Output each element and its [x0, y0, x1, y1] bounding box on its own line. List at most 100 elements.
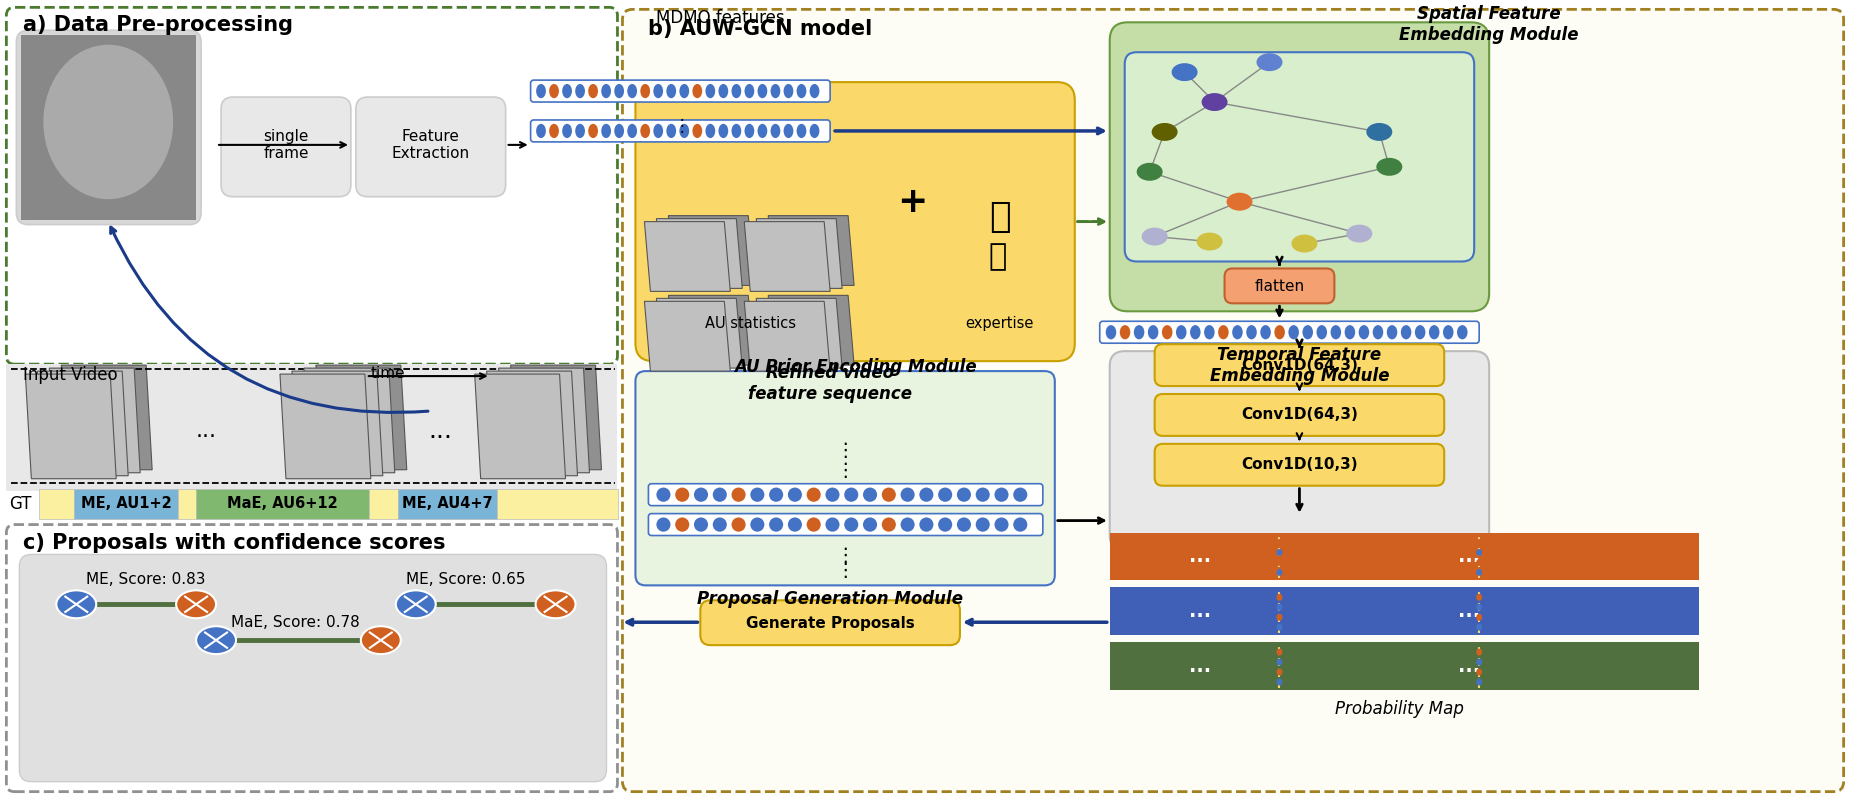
Ellipse shape	[731, 124, 740, 138]
Polygon shape	[37, 371, 128, 476]
Ellipse shape	[361, 626, 402, 654]
Ellipse shape	[826, 517, 840, 532]
Text: GT: GT	[9, 495, 31, 513]
FancyBboxPatch shape	[635, 83, 1075, 361]
Ellipse shape	[1277, 649, 1283, 655]
Text: Conv1D(10,3): Conv1D(10,3)	[1242, 457, 1359, 473]
Text: ME, AU4+7: ME, AU4+7	[402, 496, 492, 511]
Ellipse shape	[1175, 325, 1186, 340]
Text: c) Proposals with confidence scores: c) Proposals with confidence scores	[24, 533, 446, 553]
Text: ...: ...	[1188, 657, 1211, 675]
Ellipse shape	[744, 124, 753, 138]
Text: 🧠: 🧠	[988, 199, 1011, 234]
Text: ⋮: ⋮	[835, 546, 855, 565]
Ellipse shape	[1475, 594, 1483, 601]
Ellipse shape	[1137, 163, 1162, 181]
Ellipse shape	[863, 488, 877, 501]
Text: Conv1D(64,3): Conv1D(64,3)	[1240, 408, 1359, 422]
Ellipse shape	[1172, 63, 1198, 81]
Ellipse shape	[640, 84, 650, 99]
Text: MDMO features: MDMO features	[655, 10, 785, 27]
FancyBboxPatch shape	[635, 371, 1055, 586]
Ellipse shape	[844, 517, 859, 532]
Text: MaE, AU6+12: MaE, AU6+12	[228, 496, 339, 511]
Text: AU Prior Encoding Module: AU Prior Encoding Module	[733, 358, 977, 376]
Ellipse shape	[957, 517, 972, 532]
Ellipse shape	[807, 517, 820, 532]
Ellipse shape	[1475, 539, 1483, 546]
Ellipse shape	[783, 124, 794, 138]
Ellipse shape	[807, 488, 820, 501]
Ellipse shape	[1373, 325, 1383, 340]
Ellipse shape	[1475, 649, 1483, 655]
Text: Refined video
feature sequence: Refined video feature sequence	[748, 364, 913, 403]
Ellipse shape	[750, 517, 764, 532]
Ellipse shape	[537, 84, 546, 99]
Ellipse shape	[1475, 559, 1483, 566]
Ellipse shape	[576, 84, 585, 99]
Polygon shape	[317, 365, 407, 469]
FancyBboxPatch shape	[1125, 52, 1473, 261]
Ellipse shape	[550, 124, 559, 138]
Text: ME, Score: 0.83: ME, Score: 0.83	[87, 573, 205, 587]
Ellipse shape	[705, 84, 714, 99]
Text: ⋮: ⋮	[835, 441, 855, 461]
Bar	[6, 364, 618, 491]
Ellipse shape	[901, 517, 914, 532]
Polygon shape	[474, 374, 566, 479]
Polygon shape	[498, 368, 589, 473]
Polygon shape	[644, 222, 731, 292]
Ellipse shape	[1277, 569, 1283, 576]
Ellipse shape	[1218, 325, 1229, 340]
Ellipse shape	[881, 517, 896, 532]
Ellipse shape	[43, 45, 174, 199]
Ellipse shape	[627, 124, 637, 138]
FancyBboxPatch shape	[648, 484, 1042, 505]
Text: 🫴: 🫴	[988, 242, 1007, 271]
Ellipse shape	[957, 488, 972, 501]
Polygon shape	[61, 365, 152, 469]
Ellipse shape	[713, 517, 727, 532]
Ellipse shape	[1151, 123, 1177, 141]
Ellipse shape	[1475, 669, 1483, 675]
Ellipse shape	[1444, 325, 1453, 340]
Bar	[178, 489, 196, 518]
Ellipse shape	[615, 84, 624, 99]
Ellipse shape	[602, 84, 611, 99]
Ellipse shape	[1288, 325, 1299, 340]
Polygon shape	[511, 365, 602, 469]
FancyBboxPatch shape	[1155, 394, 1444, 436]
Ellipse shape	[757, 124, 768, 138]
Ellipse shape	[1273, 325, 1285, 340]
Ellipse shape	[796, 84, 807, 99]
FancyBboxPatch shape	[700, 600, 961, 645]
Polygon shape	[280, 374, 370, 479]
Ellipse shape	[1344, 325, 1355, 340]
Bar	[1111, 533, 1699, 581]
Bar	[1111, 642, 1699, 690]
Ellipse shape	[666, 124, 676, 138]
Ellipse shape	[679, 124, 689, 138]
FancyBboxPatch shape	[1225, 268, 1335, 304]
Text: ...: ...	[1459, 547, 1481, 566]
FancyBboxPatch shape	[19, 554, 607, 782]
Text: Feature
Extraction: Feature Extraction	[392, 129, 470, 161]
Text: AU statistics: AU statistics	[705, 316, 796, 332]
Ellipse shape	[1475, 658, 1483, 666]
Text: ⋮: ⋮	[835, 461, 855, 481]
Ellipse shape	[768, 488, 783, 501]
Polygon shape	[757, 298, 842, 368]
Ellipse shape	[694, 488, 709, 501]
FancyBboxPatch shape	[17, 30, 202, 224]
Ellipse shape	[1331, 325, 1342, 340]
Bar	[22, 35, 196, 219]
Ellipse shape	[744, 84, 753, 99]
FancyBboxPatch shape	[1155, 344, 1444, 386]
Ellipse shape	[1475, 678, 1483, 686]
Bar	[1111, 587, 1699, 635]
Text: single
frame: single frame	[263, 129, 309, 161]
Ellipse shape	[676, 517, 689, 532]
FancyBboxPatch shape	[648, 513, 1042, 536]
Ellipse shape	[718, 124, 727, 138]
Ellipse shape	[1277, 604, 1283, 611]
